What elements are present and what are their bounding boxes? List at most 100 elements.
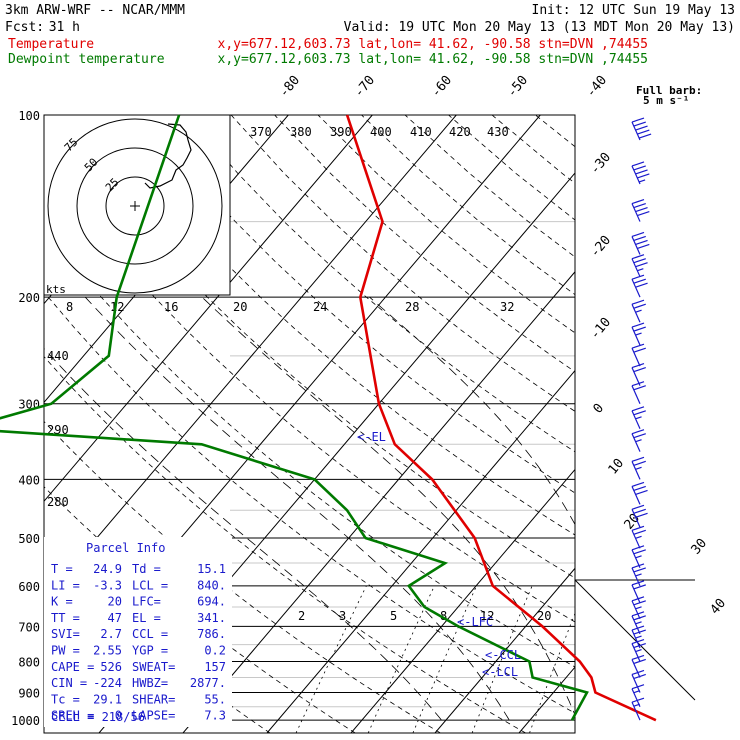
wind-barb-feather [633,508,646,514]
parcel-field: 786. [197,627,226,641]
parcel-field: 29.1 [93,692,122,706]
wind-barb-feather [635,621,642,625]
el-marker: <-EL [357,430,386,444]
mixing-ratio-line [412,585,477,733]
dry-adiabat [666,115,740,733]
parcel-field: SWEAT= [132,660,175,674]
moist-adiabat [369,296,575,526]
wind-barb-feather [631,545,645,551]
wind-barb-feather [635,262,648,268]
isotherm-label: -70 [352,73,379,101]
wind-barb [631,659,641,678]
wind-barb-feather [631,254,645,260]
wind-barb-feather [635,466,642,470]
dry-adiabat [448,115,575,221]
init-time: Init: 12 UTC Sun 19 May 13 [532,3,736,18]
wind-barb-feather [633,600,646,606]
temperature-location-info: x,y=677.12,603.73 lat,lon= 41.62, -90.58… [218,37,648,52]
wind-barb-feather [635,169,648,175]
wind-barb-feather [631,322,645,328]
wind-barb-feather [633,642,646,649]
wind-barb-feather [633,703,640,707]
wind-barb-feather [635,606,642,610]
isotherm-label: -20 [588,233,615,261]
isotherm-line [434,567,575,733]
theta-label: 370 [250,125,272,139]
isotherm-label: -80 [277,73,304,101]
pressure-label-1000: 1000 [11,714,40,728]
wind-barb-feather [631,481,645,487]
wind-barb-feather [635,239,648,246]
wind-barb [631,701,641,721]
wind-barb-feather [633,258,646,264]
wind-barb-feather [631,343,645,349]
wind-barb [631,236,641,255]
mixing-ratio-label: 20 [233,300,247,314]
dry-adiabat [56,115,575,579]
parcel-field: SVI= [51,627,80,641]
pressure-label-700: 700 [18,620,40,634]
theta-label: 420 [449,125,471,139]
wind-barb-feather [635,125,648,131]
wind-barb-feather [633,165,646,171]
wind-barb [631,303,641,323]
profiles [0,114,657,722]
hodograph-trace [144,123,192,189]
wind-barb-feather [633,529,646,535]
dewpoint-profile [0,114,589,721]
wind-barb-feather [631,684,645,690]
wind-barb-feather [635,648,642,653]
moist-adiabat [585,297,712,720]
wind-barb-feather [633,658,646,665]
isotherm-line [687,115,740,733]
mixing-ratio-label: 16 [164,300,178,314]
theta-label: 280 [47,495,69,509]
wind-barb-feather [631,117,645,123]
wind-barb-feather [635,489,648,495]
ccl-marker: <-CCL [485,648,521,662]
isotherm-label: 10 [606,456,628,478]
wind-barb-feather [633,121,646,127]
wind-barb [631,347,641,367]
theta-label: 380 [290,125,312,139]
wind-barb [631,258,641,277]
dry-adiabat [44,291,575,714]
wind-barb-feather [637,173,650,179]
isotherm-label: -50 [505,73,532,101]
theta-label: 390 [330,125,352,139]
wind-barb-feather [631,381,645,387]
parcel-field: 341. [197,611,226,625]
mixing-ratio-label: 5 [390,609,397,623]
isotherm-label: -30 [588,150,615,178]
parcel-field: -3.3 [93,578,122,592]
valid-time: Valid: 19 UTC Mon 20 May 13 (13 MDT Mon … [344,20,735,35]
parcel-field: CAPE = [51,660,94,674]
wind-barb-feather [631,274,645,280]
wind-barb-feather [638,133,652,139]
isotherm-line [44,115,373,503]
mixing-ratio-label: 8 [66,300,73,314]
mixing-ratio-line [295,585,367,733]
mixing-ratio-line [367,585,435,733]
wind-barb-feather [631,525,645,531]
wind-barb-feather [633,410,646,416]
parcel-field: 840. [197,578,226,592]
wind-barb-feather [635,555,642,559]
parcel-field: Tc = [51,692,80,706]
hodograph: 25 50 75 kts [43,114,231,296]
wind-barb-feather [631,697,645,703]
wind-barb-feather [631,406,645,412]
wind-barb-feather [633,673,646,680]
isotherm-line [518,666,575,733]
wind-barb [631,486,641,505]
wind-barb [631,584,641,604]
mixing-ratio-line [581,586,634,733]
wind-barb-feather [633,615,646,621]
wind-barb [631,121,641,141]
wind-barb [631,461,641,480]
temperature-profile [345,114,657,722]
wind-barb-feather [631,456,645,462]
wind-barb-feather [631,611,645,617]
fcst-value: 31 h [49,20,80,35]
